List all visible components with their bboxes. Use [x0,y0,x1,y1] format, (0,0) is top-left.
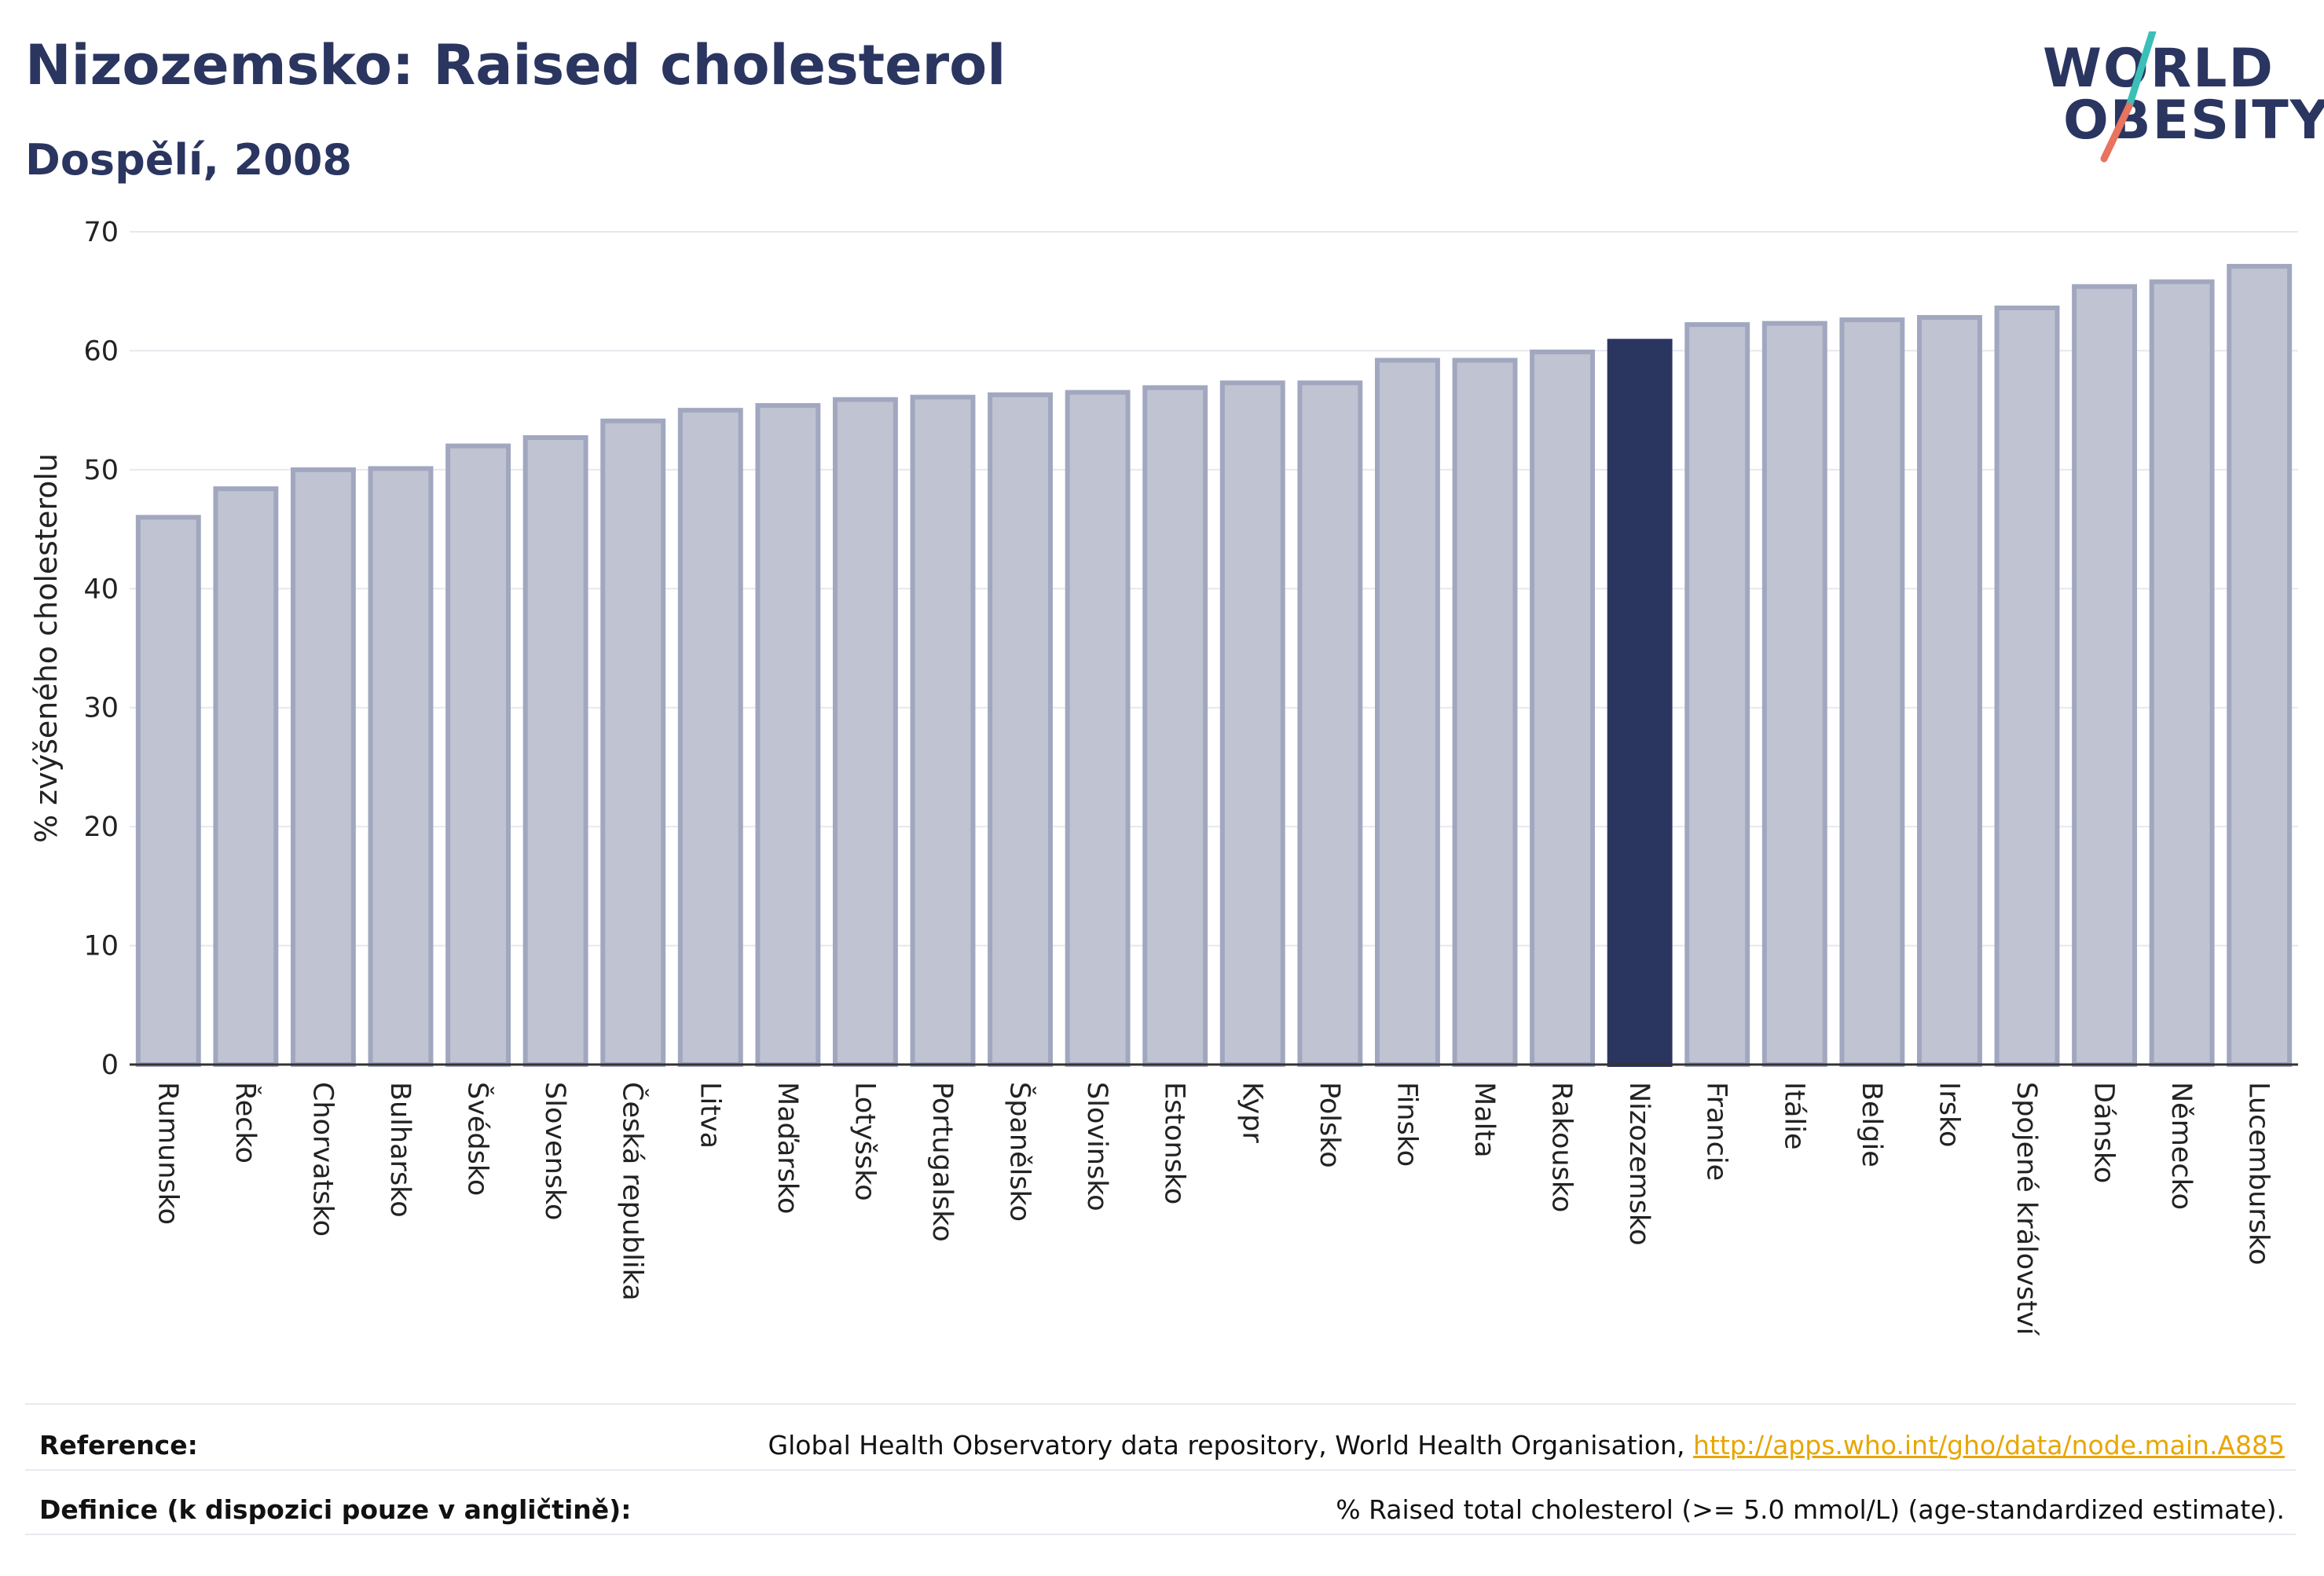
bar [1452,357,1518,1068]
y-tick-label: 0 [101,1050,119,1081]
y-tick-label: 20 [83,812,119,843]
logo-text-world: WORLD [2043,38,2275,100]
bar [135,515,201,1067]
x-tick-label: Portugalsko [926,1082,958,1242]
y-tick-label: 60 [83,335,119,367]
bar [1916,315,1982,1067]
x-tick-label: Kypr [1236,1082,1267,1143]
footer-divider [25,1534,2296,1535]
x-tick-label: Malta [1468,1082,1500,1158]
x-tick-label: Itálie [1778,1082,1809,1149]
bar [213,486,279,1068]
x-tick-label: Řecko [229,1082,262,1164]
footer-divider [25,1403,2296,1405]
y-tick-label: 30 [83,693,119,724]
x-tick-label: Irsko [1933,1082,1964,1147]
reference-label: Reference: [39,1430,198,1461]
y-axis-label: % zvýšeného cholesterolu [29,453,64,843]
x-tick-label: Rakousko [1546,1082,1578,1212]
world-obesity-logo[interactable]: WORLD OBESITY [2043,31,2324,165]
x-tick-label: Francie [1701,1082,1732,1181]
bar [290,467,356,1068]
y-tick-label: 70 [83,217,119,248]
bar [1994,305,2060,1067]
bar [832,397,898,1067]
x-tick-label: Maďarsko [772,1082,803,1214]
x-tick-label: Chorvatsko [306,1082,338,1237]
page-title: Nizozemsko: Raised cholesterol [25,33,1006,97]
bar [522,434,588,1067]
x-tick-label: Švédsko [462,1082,495,1196]
reference-value: Global Health Observatory data repositor… [768,1430,2285,1461]
x-tick-label: Litva [694,1082,725,1149]
x-tick-label: Finsko [1391,1082,1422,1167]
y-tick-label: 50 [83,455,119,486]
bar-chart: 0 10 20 30 40 50 60 70 % zvýšeného cholesterolu R… [29,217,2298,1336]
x-tick-label: Bulharsko [384,1082,416,1218]
x-tick-label: Slovensko [539,1082,570,1220]
x-tick-label: Spojené království [2011,1082,2042,1336]
footer-divider [25,1469,2296,1471]
bar [1530,349,1596,1067]
bar [1839,317,1905,1068]
reference-row: Reference: Global Health Observatory dat… [25,1422,2296,1469]
bar [368,466,434,1068]
bar [1142,385,1208,1068]
x-tick-label: Estonsko [1159,1082,1190,1204]
x-tick-label: Slovinsko [1081,1082,1113,1211]
bar [2149,279,2215,1068]
logo-text-obesity: OBESITY [2063,90,2324,152]
reference-link[interactable]: http://apps.who.int/gho/data/node.main.A… [1692,1430,2285,1461]
x-tick-label: Česká republika [617,1082,650,1301]
bar [2227,263,2293,1067]
reference-text: Global Health Observatory data repositor… [768,1430,1693,1461]
bar [677,408,743,1067]
bar [600,418,666,1067]
x-tick-label: Polsko [1314,1082,1345,1168]
y-tick-label: 10 [83,931,119,962]
bar [445,443,511,1068]
x-tick-label: Německo [2165,1082,2197,1210]
bar [1761,321,1827,1068]
x-tick-label: Španělsko [1004,1082,1037,1222]
x-tick-label: Lotyšsko [849,1082,880,1201]
bar [755,403,821,1068]
bar [2072,284,2138,1067]
bar [1065,390,1131,1067]
definition-row: Definice (k dispozici pouze v angličtině… [25,1486,2296,1534]
bar [1374,357,1440,1068]
bar [1219,380,1285,1068]
y-tick-label: 40 [83,574,119,605]
bar-highlighted [1607,339,1673,1068]
x-tick-label: Lucembursko [2243,1082,2275,1265]
bar [910,394,976,1067]
bar [1297,380,1363,1068]
x-tick-label: Rumunsko [152,1082,183,1225]
logo-slash-icon [2100,31,2157,163]
definition-value: % Raised total cholesterol (>= 5.0 mmol/… [1336,1494,2285,1525]
x-tick-label: Dánsko [2088,1082,2120,1183]
bar [1684,322,1750,1068]
x-tick-label: Nizozemsko [1623,1082,1655,1245]
definition-label: Definice (k dispozici pouze v angličtině… [39,1494,632,1525]
page-subtitle: Dospělí, 2008 [25,135,352,185]
x-tick-label: Belgie [1856,1082,1887,1167]
bar [988,392,1054,1067]
